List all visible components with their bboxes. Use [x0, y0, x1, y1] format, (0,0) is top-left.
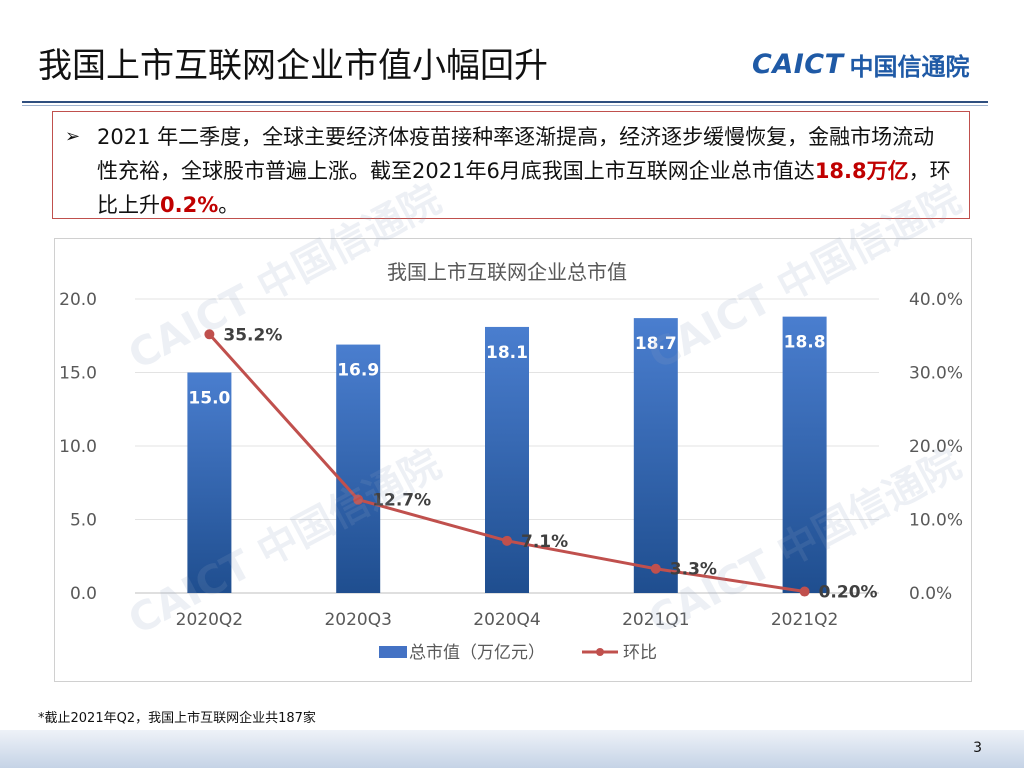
y2-tick-label: 10.0%	[909, 511, 963, 531]
y-tick-label: 5.0	[70, 511, 97, 531]
callout-highlight-value: 18.8万亿	[814, 159, 909, 183]
legend-bar-label: 总市值（万亿元）	[409, 643, 545, 663]
bar-market-value	[633, 318, 678, 593]
x-tick-label: 2021Q1	[622, 610, 689, 630]
bar-data-label: 18.7	[635, 334, 677, 354]
chart-title: 我国上市互联网企业总市值	[387, 260, 627, 284]
page-title: 我国上市互联网企业市值小幅回升	[38, 46, 548, 86]
growth-point	[502, 535, 512, 546]
y2-tick-label: 20.0%	[909, 437, 963, 457]
x-tick-label: 2021Q2	[771, 610, 838, 630]
y2-tick-label: 40.0%	[909, 290, 963, 310]
bar-data-label: 18.1	[486, 343, 528, 363]
page-number: 3	[973, 740, 982, 756]
x-tick-label: 2020Q4	[473, 610, 540, 630]
growth-data-label: 35.2%	[223, 325, 282, 345]
callout-text-3: 。	[218, 193, 240, 217]
growth-data-label: 3.3%	[670, 560, 717, 580]
growth-point	[650, 563, 661, 574]
growth-point	[353, 494, 364, 505]
y2-tick-label: 0.0%	[909, 584, 952, 604]
legend-line-marker	[596, 648, 604, 656]
callout-text-1: 2021 年二季度，全球主要经济体疫苗接种率逐渐提高，经济逐步缓慢恢复，金融市场…	[97, 125, 935, 183]
growth-point	[799, 586, 810, 597]
bar-market-value	[336, 344, 381, 593]
bar-market-value	[782, 316, 827, 593]
arrow-bullet-icon: ➢	[65, 126, 81, 147]
bar-market-value	[187, 372, 232, 593]
title-divider-thin	[22, 105, 988, 106]
chart-frame: 我国上市互联网企业总市值 0.0 5.0 10.0 15.0 20.0 0.0% 10.0% 2…	[54, 238, 972, 682]
bar-market-value	[485, 326, 529, 593]
x-tick-label: 2020Q3	[324, 610, 391, 630]
bar-data-label: 18.8	[784, 333, 826, 353]
legend-bar-swatch	[379, 646, 407, 658]
caict-logo: CAICT 中国信通院	[752, 44, 970, 84]
growth-data-label: 7.1%	[521, 532, 568, 552]
chart-svg: 我国上市互联网企业总市值 0.0 5.0 10.0 15.0 20.0 0.0% 10.0% 2…	[59, 260, 963, 663]
growth-point	[204, 329, 215, 340]
callout-highlight-growth: 0.2%	[160, 193, 219, 217]
y-tick-label: 0.0	[70, 584, 97, 604]
y2-tick-label: 30.0%	[909, 364, 963, 384]
summary-callout: ➢ 2021 年二季度，全球主要经济体疫苗接种率逐渐提高，经济逐步缓慢恢复，金融…	[52, 111, 970, 219]
bar-data-label: 15.0	[188, 389, 230, 409]
bottom-band	[0, 730, 1024, 768]
growth-data-label: 12.7%	[372, 491, 431, 511]
growth-data-label: 0.20%	[819, 583, 878, 603]
footnote: *截止2021年Q2，我国上市互联网企业共187家	[38, 711, 316, 726]
bar-data-label: 16.9	[337, 361, 379, 381]
logo-cn: 中国信通院	[849, 52, 970, 81]
logo-latin: CAICT	[752, 48, 844, 80]
callout-text-2: ，环比上升	[97, 159, 951, 217]
y-tick-label: 15.0	[59, 364, 97, 384]
y-tick-label: 20.0	[59, 290, 97, 310]
y-tick-label: 10.0	[59, 437, 97, 457]
x-tick-label: 2020Q2	[176, 610, 243, 630]
title-divider	[22, 101, 988, 103]
legend-line-label: 环比	[623, 643, 657, 663]
